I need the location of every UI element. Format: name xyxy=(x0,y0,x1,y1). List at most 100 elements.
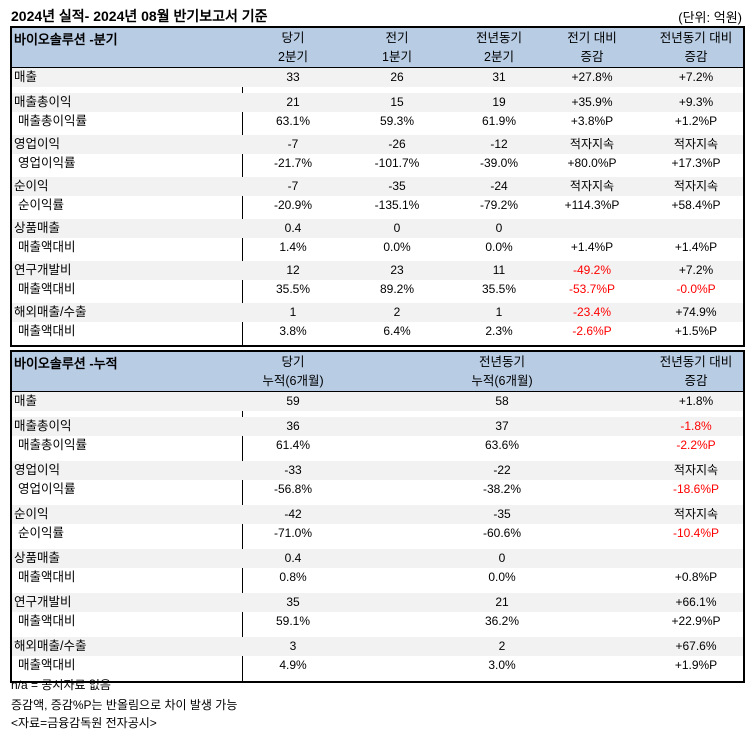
cell-value: 2 xyxy=(498,639,506,653)
cell-value: 35.5% xyxy=(481,282,517,296)
cell-value: -56.8% xyxy=(273,482,313,496)
row-label: 순이익률 xyxy=(18,526,65,540)
cell-value: 적자지속 xyxy=(673,507,719,521)
table-row: 연구개발비 35 21 +66.1% xyxy=(12,593,743,612)
row-label: 매출 xyxy=(14,394,38,408)
cell-value: -49.2% xyxy=(572,263,612,277)
row-label: 매출액대비 xyxy=(18,614,76,628)
row-label: 매출총이익률 xyxy=(18,114,88,128)
table-row: 매출총이익 21 15 19 +35.9% +9.3% xyxy=(12,93,743,112)
cell-value: +27.8% xyxy=(571,70,613,84)
cell-value: 63.1% xyxy=(275,114,311,128)
cell-value: +17.3%P xyxy=(671,156,721,170)
table-row: 매출액대비 1.4% 0.0% 0.0% +1.4%P +1.4%P xyxy=(12,238,743,257)
cell-value: +22.9%P xyxy=(671,614,721,628)
table-row: 상품매출 0.4 0 xyxy=(12,549,743,568)
table-row: 순이익 -7 -35 -24 적자지속 적자지속 xyxy=(12,177,743,196)
row-label: 순이익률 xyxy=(18,198,65,212)
column-header: 전기 1분기 xyxy=(382,29,412,67)
cell-value: 적자지속 xyxy=(673,137,719,151)
cell-value: 0.0% xyxy=(488,570,516,584)
cell-value: 59.1% xyxy=(275,614,311,628)
footnote-source: <자료=금융감독원 전자공시> xyxy=(11,716,157,730)
row-label: 영업이익 xyxy=(14,463,61,477)
cell-value: +1.4%P xyxy=(674,240,718,254)
cell-value: -26 xyxy=(388,137,406,151)
cell-value: 0 xyxy=(495,221,503,235)
table-body: 매출 59 58 +1.8% 매출총이익 36 37 -1.8% 매출총이익률 61.4% 63.6… xyxy=(12,392,743,681)
cell-value: +1.4%P xyxy=(570,240,614,254)
cell-value: 적자지속 xyxy=(569,137,615,151)
table-row: 매출액대비 35.5% 89.2% 35.5% -53.7%P -0.0%P xyxy=(12,280,743,299)
table-row: 매출 33 26 31 +27.8% +7.2% xyxy=(12,68,743,87)
cell-value: 61.4% xyxy=(275,438,311,452)
cell-value: +1.9%P xyxy=(674,658,718,672)
row-label: 영업이익률 xyxy=(18,156,76,170)
table-row: 영업이익 -7 -26 -12 적자지속 적자지속 xyxy=(12,135,743,154)
cell-value: -0.0%P xyxy=(676,282,716,296)
table-row: 연구개발비 12 23 11 -49.2% +7.2% xyxy=(12,261,743,280)
row-label: 해외매출/수출 xyxy=(14,639,87,653)
cell-value: 1 xyxy=(495,305,503,319)
table-row: 해외매출/수출 1 2 1 -23.4% +74.9% xyxy=(12,303,743,322)
cell-value: 0.4 xyxy=(284,221,302,235)
cell-value: -23.4% xyxy=(572,305,612,319)
report-title: 2024년 실적- 2024년 08월 반기보고서 기준 xyxy=(11,8,268,24)
table-row: 매출 59 58 +1.8% xyxy=(12,392,743,411)
row-label: 매출액대비 xyxy=(18,658,76,672)
table-row: 순이익 -42 -35 적자지속 xyxy=(12,505,743,524)
cell-value: +7.2% xyxy=(678,70,714,84)
cell-value: 1 xyxy=(289,305,297,319)
table-row: 매출액대비 59.1% 36.2% +22.9%P xyxy=(12,612,743,631)
cell-value: 1.4% xyxy=(279,240,307,254)
cell-value: 0.0% xyxy=(485,240,513,254)
cell-value: -42 xyxy=(284,507,302,521)
cell-value: 4.9% xyxy=(279,658,307,672)
column-header: 당기 누적(6개월) xyxy=(262,353,323,391)
column-header-line: 전년동기 xyxy=(478,355,525,369)
table-row: 매출총이익 36 37 -1.8% xyxy=(12,417,743,436)
column-header-line: 전년동기 대비 xyxy=(659,355,733,369)
cell-value: 36.2% xyxy=(484,614,520,628)
cell-value: +74.9% xyxy=(675,305,717,319)
cell-value: 3 xyxy=(289,639,297,653)
table-header: 바이오솔루션 -누적 당기 누적(6개월) 전년동기 누적(6개월) 전년동기 대비 증감 xyxy=(12,352,743,392)
table-header: 바이오솔루션 -분기 당기 2분기 전기 1분기 전년동기 2분기 전기 대비 증감 전년동기 … xyxy=(12,28,743,68)
cell-value: 11 xyxy=(492,263,506,277)
cell-value: -12 xyxy=(490,137,508,151)
cell-value: 0.0% xyxy=(383,240,411,254)
column-header-line: 2분기 xyxy=(484,50,514,64)
cell-value: -7 xyxy=(287,179,299,193)
cell-value: 61.9% xyxy=(481,114,517,128)
cell-value: +1.5%P xyxy=(674,324,718,338)
row-label: 매출총이익 xyxy=(14,95,72,109)
cell-value: 37 xyxy=(495,419,509,433)
cell-value: -53.7%P xyxy=(568,282,616,296)
cell-value: -39.0% xyxy=(479,156,519,170)
table-row: 매출총이익률 63.1% 59.3% 61.9% +3.8%P +1.2%P xyxy=(12,112,743,131)
cell-value: -79.2% xyxy=(479,198,519,212)
cell-value: -101.7% xyxy=(374,156,420,170)
cell-value: 31 xyxy=(492,70,506,84)
row-label: 상품매출 xyxy=(14,551,61,565)
cell-value: +1.2%P xyxy=(674,114,718,128)
cell-value: +80.0%P xyxy=(567,156,617,170)
cell-value: -35 xyxy=(388,179,406,193)
cell-value: +0.8%P xyxy=(674,570,718,584)
column-header: 전기 대비 증감 xyxy=(567,29,616,67)
cell-value: 0.4 xyxy=(284,551,302,565)
row-label: 매출 xyxy=(14,70,38,84)
column-header-line: 당기 xyxy=(281,355,305,369)
cell-value: +3.8%P xyxy=(570,114,614,128)
footnote-na: n/a = 공시자료 없음 xyxy=(11,678,111,692)
cell-value: -135.1% xyxy=(374,198,420,212)
cell-value: -2.2%P xyxy=(676,438,716,452)
table-row: 영업이익률 -56.8% -38.2% -18.6%P xyxy=(12,480,743,499)
cell-value: 2 xyxy=(393,305,401,319)
row-label: 해외매출/수출 xyxy=(14,305,87,319)
cell-value: -60.6% xyxy=(482,526,522,540)
column-header: 전년동기 대비 증감 xyxy=(660,353,732,391)
cell-value: 12 xyxy=(286,263,300,277)
table-row: 매출총이익률 61.4% 63.6% -2.2%P xyxy=(12,436,743,455)
cell-value: 35.5% xyxy=(275,282,311,296)
